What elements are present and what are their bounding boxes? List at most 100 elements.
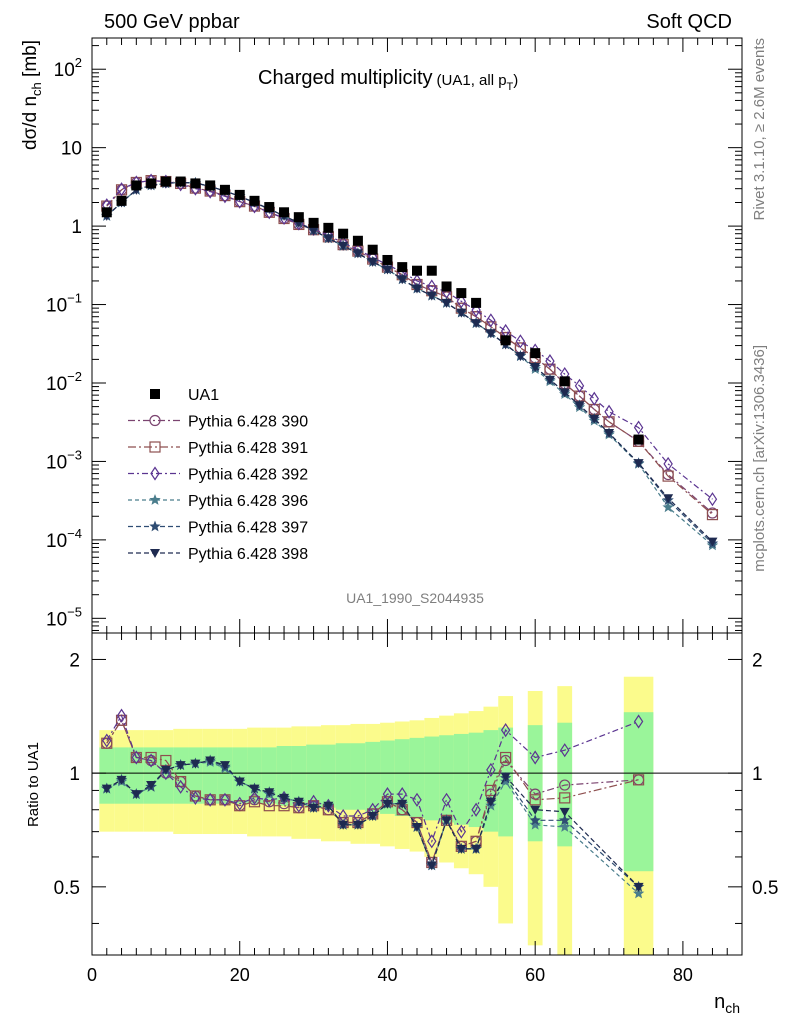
ratio-point [397, 799, 408, 809]
ratio-point [235, 796, 245, 811]
data-point [264, 202, 275, 213]
x-tick-label: 60 [525, 965, 545, 985]
uncertainty-band-inner [365, 741, 381, 812]
series-point [663, 456, 673, 471]
header-left: 500 GeV ppbar [104, 11, 240, 33]
series-line [106, 179, 713, 516]
y-tick-label: 10 [61, 139, 82, 160]
ratio-panel: 0 20 40 60 80 0.5 0.5 1 1 2 2 Ratio to UA1 nch [25, 632, 778, 1016]
x-tick-label: 0 [87, 965, 97, 985]
ratio-point [471, 802, 481, 817]
ratio-point [500, 772, 511, 782]
ratio-point [248, 796, 261, 808]
uncertainty-band-inner [394, 739, 410, 817]
legend-label: Pythia 6.428 392 [188, 467, 308, 484]
legend-item-series: Pythia 6.428 396 [128, 493, 308, 510]
series-point [323, 234, 334, 244]
y-tick-label: 10−5 [46, 604, 82, 630]
ratio-point [441, 816, 452, 826]
series-point [352, 249, 363, 259]
ratio-point [190, 790, 201, 805]
x-axis-label: nch [714, 991, 740, 1016]
series-line [106, 181, 713, 543]
ratio-point [205, 756, 216, 766]
data-point [397, 262, 408, 273]
ratio-point [530, 805, 541, 815]
data-point [500, 335, 511, 346]
ratio-point [412, 823, 422, 833]
data-point [234, 189, 245, 200]
ratio-point [323, 801, 334, 811]
ratio-point [101, 737, 113, 749]
ratio-point [486, 762, 496, 777]
ratio-point [352, 820, 363, 830]
legend-label: Pythia 6.428 391 [188, 440, 308, 457]
series-point [515, 334, 526, 349]
ratio-point [560, 743, 570, 758]
series-point [338, 241, 349, 251]
series-point [308, 226, 319, 236]
data-point [456, 288, 467, 299]
series-point [559, 388, 570, 398]
uncertainty-band-inner [350, 743, 366, 810]
ratio-point [263, 800, 275, 812]
x-tick-label: 80 [673, 965, 693, 985]
main-frame [91, 37, 743, 634]
legend-label: UA1 [188, 387, 219, 404]
ratio-point [102, 733, 112, 748]
series-point [662, 501, 674, 513]
series-point [574, 378, 585, 393]
ratio-point [338, 820, 349, 830]
ratio-point [382, 799, 393, 809]
legend-marker [149, 494, 161, 505]
uncertainty-band-inner [468, 732, 484, 828]
ratio-point [559, 807, 570, 817]
uncertainty-band-inner [99, 747, 115, 804]
legend-label: Pythia 6.428 390 [188, 414, 308, 431]
uncertainty-band-inner [335, 743, 351, 810]
ratio-point [220, 792, 230, 807]
legend-item-series: Pythia 6.428 391 [128, 440, 308, 457]
ratio-point [529, 794, 541, 806]
data-series [101, 176, 644, 445]
uncertainty-band-inner [306, 744, 321, 808]
ratio-y-label: Ratio to UA1 [25, 742, 42, 827]
series-point [456, 308, 467, 318]
legend-item-series: Pythia 6.428 398 [128, 546, 308, 563]
ratio-point [427, 834, 437, 849]
ratio-point [101, 784, 112, 794]
ratio-point [559, 821, 571, 832]
legend-marker [150, 389, 160, 399]
y-tick-label: 10−1 [46, 291, 82, 317]
ratio-point [116, 775, 127, 785]
series-point [707, 492, 718, 507]
data-point [101, 207, 112, 218]
series-point [633, 459, 644, 469]
series-point [544, 375, 555, 385]
ratio-point [456, 824, 467, 839]
uncertainty-band-inner [424, 736, 440, 821]
ratio-series-5 [101, 756, 644, 892]
series-point [574, 401, 585, 411]
ratio-y-tick-label: 1 [69, 764, 80, 785]
ratio-point [249, 790, 260, 805]
uncertainty-band-inner [439, 735, 454, 823]
data-point [559, 376, 570, 387]
ratio-point [131, 790, 142, 800]
legend-item-data: UA1 [150, 387, 219, 404]
ratio-point [485, 797, 496, 807]
analysis-id: UA1_1990_S2044935 [346, 590, 484, 606]
series-point [515, 352, 526, 362]
ratio-point [426, 861, 437, 871]
ratio-point [485, 784, 497, 797]
data-point [352, 235, 363, 246]
ratio-point [633, 882, 644, 892]
uncertainty-band-inner [483, 730, 499, 832]
series-point [633, 420, 644, 435]
legend-marker [150, 466, 160, 481]
legend-marker [150, 549, 160, 558]
series-point [486, 313, 496, 328]
data-point [323, 222, 334, 233]
series-point [589, 414, 600, 424]
legend-item-series: Pythia 6.428 390 [128, 414, 308, 431]
